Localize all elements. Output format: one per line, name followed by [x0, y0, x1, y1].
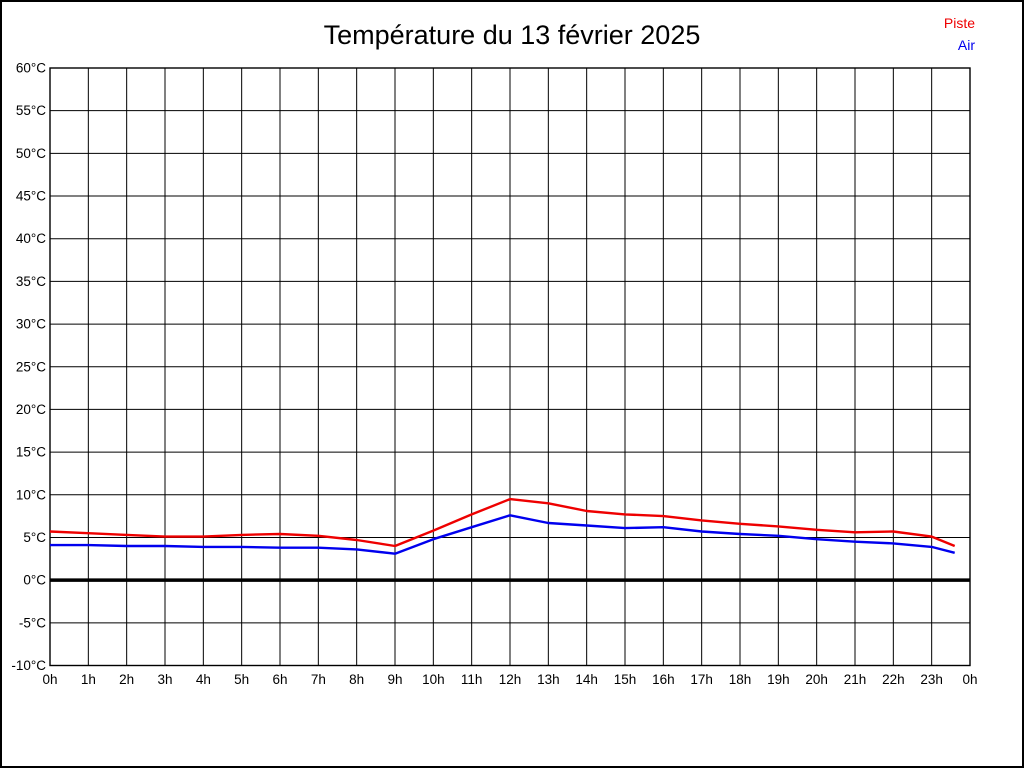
y-tick-label: -5°C — [19, 615, 46, 630]
x-tick-label: 8h — [349, 672, 364, 687]
y-tick-label: 60°C — [16, 61, 46, 76]
y-tick-label: 15°C — [16, 445, 46, 460]
x-tick-label: 1h — [81, 672, 96, 687]
x-tick-label: 13h — [537, 672, 560, 687]
y-tick-label: 25°C — [16, 359, 46, 374]
x-tick-label: 7h — [311, 672, 326, 687]
x-tick-label: 21h — [844, 672, 867, 687]
x-tick-label: 10h — [422, 672, 445, 687]
y-tick-label: 5°C — [23, 530, 46, 545]
plot-frame — [49, 67, 971, 667]
x-tick-label: 23h — [920, 672, 943, 687]
chart-title: Température du 13 février 2025 — [323, 20, 701, 50]
x-tick-label: 4h — [196, 672, 211, 687]
y-tick-label: 20°C — [16, 402, 46, 417]
x-tick-label: 0h — [42, 672, 57, 687]
x-tick-label: 19h — [767, 672, 790, 687]
y-tick-label: -10°C — [11, 658, 46, 673]
x-tick-label: 3h — [157, 672, 172, 687]
x-tick-label: 14h — [575, 672, 598, 687]
x-tick-label: 6h — [272, 672, 287, 687]
x-tick-label: 22h — [882, 672, 905, 687]
legend-item-piste: Piste — [943, 15, 975, 31]
x-tick-label: 11h — [461, 672, 483, 687]
y-tick-label: 50°C — [16, 146, 46, 161]
y-tick-label: 10°C — [16, 487, 46, 502]
x-tick-label: 5h — [234, 672, 249, 687]
y-tick-label: 0°C — [23, 573, 46, 588]
air-line — [50, 514, 955, 555]
piste-line — [49, 497, 956, 548]
x-tick-label: 12h — [499, 672, 522, 687]
legend: Piste Air — [944, 12, 975, 56]
y-tick-label: 35°C — [16, 274, 46, 289]
legend-item-air: Air — [957, 37, 975, 53]
y-tick-label: 55°C — [16, 103, 46, 118]
x-tick-label: 16h — [652, 672, 675, 687]
x-tick-label: 0h — [962, 672, 977, 687]
x-tick-label: 17h — [690, 672, 713, 687]
x-tick-label: 20h — [805, 672, 828, 687]
y-tick-label: 45°C — [16, 189, 46, 204]
y-tick-label: 30°C — [16, 317, 46, 332]
x-tick-label: 9h — [387, 672, 402, 687]
y-tick-label: 40°C — [16, 231, 46, 246]
x-tick-label: 2h — [119, 672, 134, 687]
x-tick-label: 15h — [614, 672, 637, 687]
x-tick-label: 18h — [729, 672, 752, 687]
